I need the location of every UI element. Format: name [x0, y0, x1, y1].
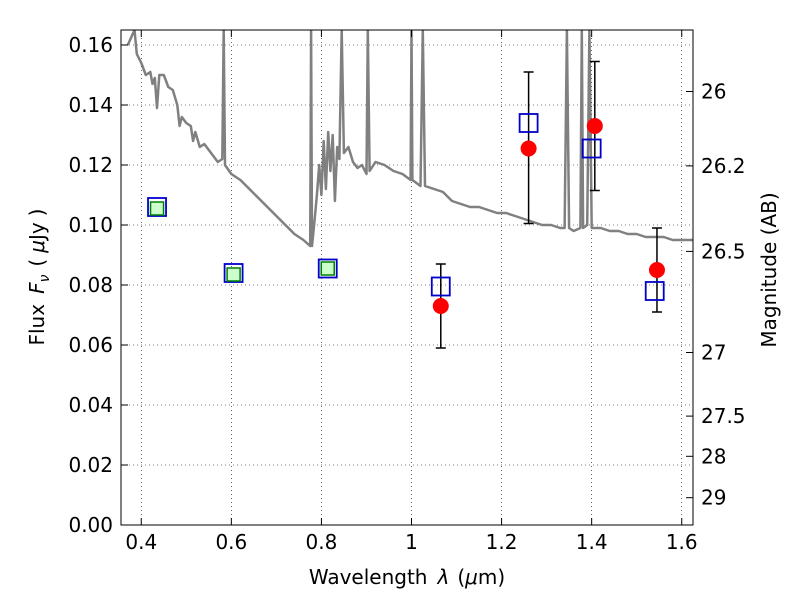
x-tick-label: 0.4 — [125, 530, 157, 554]
optical-band-square — [149, 201, 165, 216]
model-spectrum-layer — [126, 30, 693, 248]
x-tick-label: 1.6 — [666, 530, 698, 554]
y-tick-label: 0.04 — [68, 393, 113, 417]
y2-axis-label: Magnitude (AB) — [757, 192, 781, 347]
y2-tick-label: 29 — [701, 486, 726, 510]
x-axis-label: Wavelength λ (μm) — [309, 565, 505, 589]
y2-tick-label: 26.2 — [701, 154, 746, 178]
y-tick-label: 0.00 — [68, 513, 113, 537]
y2-tick-label: 27 — [701, 341, 726, 365]
x-tick-label: 0.8 — [306, 530, 338, 554]
x-axis-label-unit: m) — [478, 565, 505, 589]
ticks: 0.4 0.6 0.8 1 1.2 1.4 1.6 0.00 0.02 0.04 0.06 0.08 0… — [68, 30, 746, 554]
y-tick-label: 0.10 — [68, 213, 113, 237]
optical-band-square — [320, 261, 335, 276]
x-tick-label: 1.4 — [576, 530, 608, 554]
model-band-flux-square — [518, 113, 539, 133]
y-axis-label-subscript: ν — [37, 274, 53, 282]
model-band-flux-square — [317, 258, 338, 279]
model-band-flux-square — [581, 138, 602, 159]
y-axis-label-symbol: F — [25, 282, 49, 294]
x-axis-label-text: Wavelength — [309, 565, 428, 589]
y-axis-label: Flux Fν ( μJy) — [25, 208, 53, 345]
y2-tick-label: 28 — [701, 444, 726, 468]
y-tick-label: 0.12 — [68, 153, 113, 177]
y-axis-label-close: ) — [25, 208, 49, 216]
model-band-flux-square — [223, 263, 244, 283]
y-tick-label: 0.06 — [68, 333, 113, 357]
x-tick-label: 1.2 — [486, 530, 518, 554]
observed-flux-point — [648, 262, 665, 278]
model-band-flux-square — [430, 276, 451, 297]
y-axis-label-unit: Jy — [25, 222, 49, 242]
plot-background — [121, 30, 693, 525]
x-tick-label: 0.6 — [215, 530, 247, 554]
observed-flux-point — [432, 298, 449, 314]
marker-layer — [147, 113, 665, 314]
model-spectrum-line — [126, 30, 693, 248]
model-band-flux-square — [147, 197, 167, 217]
y2-tick-label: 26.5 — [701, 239, 746, 263]
model-band-flux-square — [644, 281, 665, 301]
y2-tick-label: 26 — [701, 80, 726, 104]
y2-tick-label: 27.5 — [701, 404, 746, 428]
y-axis-label-mu: μ — [25, 240, 49, 254]
y-tick-label: 0.08 — [68, 273, 113, 297]
y-tick-label: 0.16 — [68, 33, 113, 57]
y-axis-label-text: Flux — [25, 304, 49, 346]
observed-flux-point — [520, 140, 537, 157]
x-axis-label-mu: μ — [464, 565, 478, 589]
optical-band-square — [226, 267, 241, 282]
plot-frame — [120, 29, 694, 526]
y-tick-label: 0.02 — [68, 453, 113, 477]
x-axis-label-symbol: λ — [436, 565, 449, 589]
x-tick-label: 1 — [405, 530, 418, 554]
observed-flux-point — [586, 118, 603, 134]
x-axis-label-open: ( — [457, 565, 465, 589]
y-tick-label: 0.14 — [68, 93, 113, 117]
y-axis-label-open: ( — [25, 259, 49, 267]
